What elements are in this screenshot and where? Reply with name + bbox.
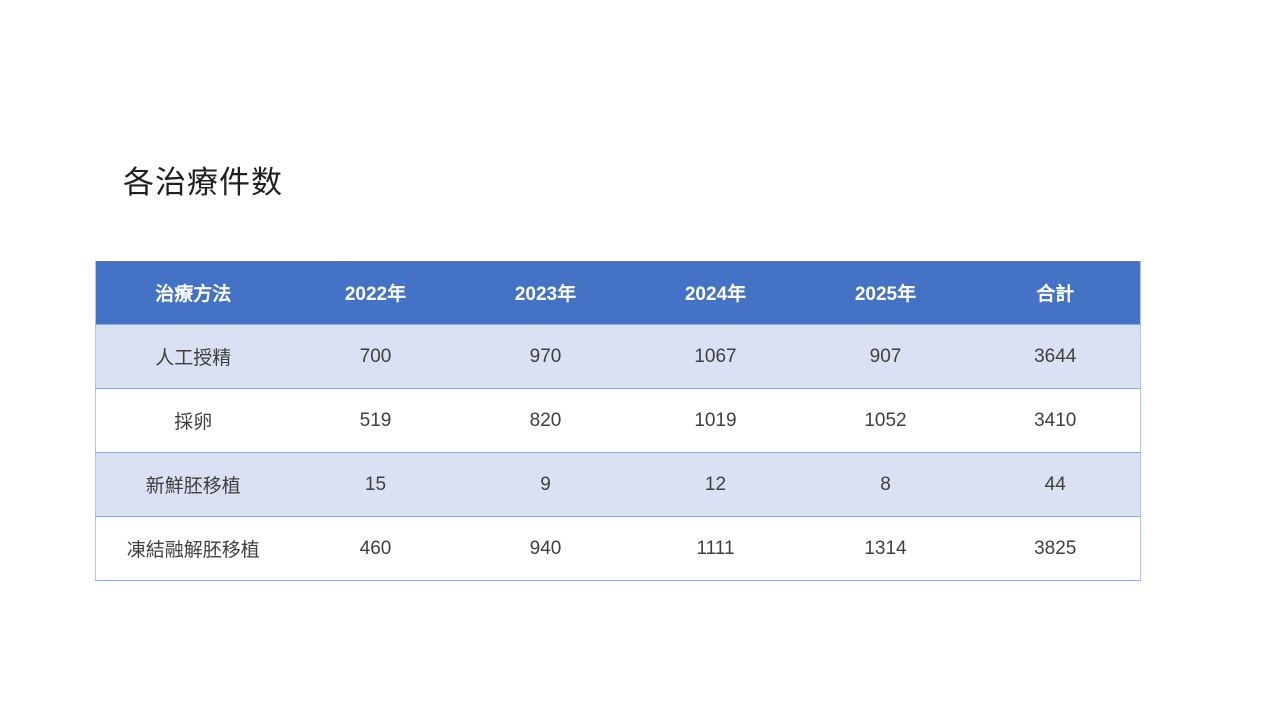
slide-title: 各治療件数 (123, 165, 283, 200)
cell-value: 15 (290, 452, 461, 517)
cell-value: 12 (630, 452, 801, 517)
row-label: 新鮮胚移植 (95, 452, 291, 517)
cell-value: 3644 (970, 324, 1141, 389)
row-label: 採卵 (95, 388, 291, 453)
column-header-2022: 2022年 (290, 261, 461, 325)
column-header-2025: 2025年 (800, 261, 971, 325)
row-label: 人工授精 (95, 324, 291, 389)
cell-value: 820 (460, 388, 631, 453)
cell-value: 460 (290, 516, 461, 581)
cell-value: 1052 (800, 388, 971, 453)
treatment-counts-table: 治療方法 2022年 2023年 2024年 2025年 合計 人工授精 700… (95, 261, 1141, 581)
cell-value: 44 (970, 452, 1141, 517)
table-row-fresh-embryo-transfer: 新鮮胚移植 15 9 12 8 44 (95, 452, 1141, 517)
cell-value: 3410 (970, 388, 1141, 453)
row-label: 凍結融解胚移植 (95, 516, 291, 581)
cell-value: 700 (290, 324, 461, 389)
table-row-artificial-insemination: 人工授精 700 970 1067 907 3644 (95, 324, 1141, 389)
cell-value: 907 (800, 324, 971, 389)
column-header-total: 合計 (970, 261, 1141, 325)
cell-value: 1019 (630, 388, 801, 453)
column-header-method: 治療方法 (95, 261, 291, 325)
cell-value: 970 (460, 324, 631, 389)
cell-value: 1067 (630, 324, 801, 389)
cell-value: 1314 (800, 516, 971, 581)
cell-value: 519 (290, 388, 461, 453)
cell-value: 9 (460, 452, 631, 517)
table-row-egg-retrieval: 採卵 519 820 1019 1052 3410 (95, 388, 1141, 453)
table-row-frozen-thawed-embryo-transfer: 凍結融解胚移植 460 940 1111 1314 3825 (95, 516, 1141, 581)
cell-value: 1111 (630, 516, 801, 581)
column-header-2024: 2024年 (630, 261, 801, 325)
column-header-2023: 2023年 (460, 261, 631, 325)
cell-value: 3825 (970, 516, 1141, 581)
cell-value: 8 (800, 452, 971, 517)
table-header-row: 治療方法 2022年 2023年 2024年 2025年 合計 (95, 261, 1141, 325)
cell-value: 940 (460, 516, 631, 581)
